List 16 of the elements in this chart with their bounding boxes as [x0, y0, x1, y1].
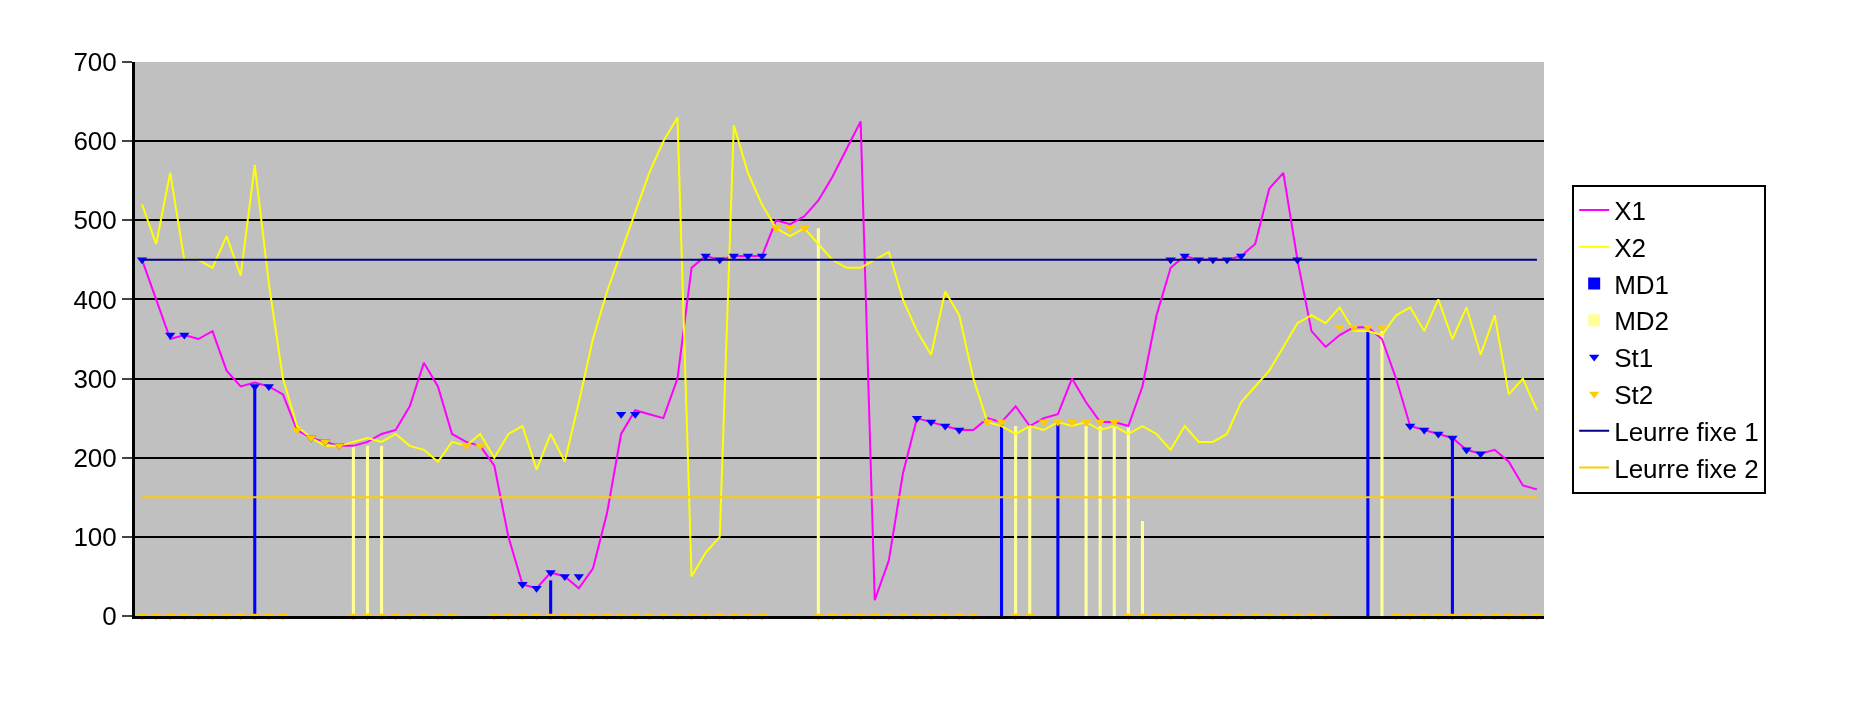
y-tick-label: 500	[73, 205, 117, 236]
y-tick-label: 600	[73, 126, 117, 157]
legend-label: X1	[1614, 196, 1646, 227]
legend-label: MD1	[1614, 269, 1670, 300]
y-tick-label: 0	[102, 601, 117, 632]
y-tick-label: 700	[73, 47, 117, 78]
legend-label: Leurre fixe 1	[1614, 416, 1759, 447]
legend-label: St1	[1614, 343, 1654, 374]
legend-label: St2	[1614, 380, 1654, 411]
legend-label: Leurre fixe 2	[1614, 453, 1759, 484]
y-tick-label: 200	[73, 442, 117, 473]
legend-label: MD2	[1614, 306, 1670, 337]
legend-label: X2	[1614, 232, 1646, 263]
y-tick-label: 400	[73, 284, 117, 315]
y-tick-label: 100	[73, 521, 117, 552]
y-tick-label: 300	[73, 363, 117, 394]
